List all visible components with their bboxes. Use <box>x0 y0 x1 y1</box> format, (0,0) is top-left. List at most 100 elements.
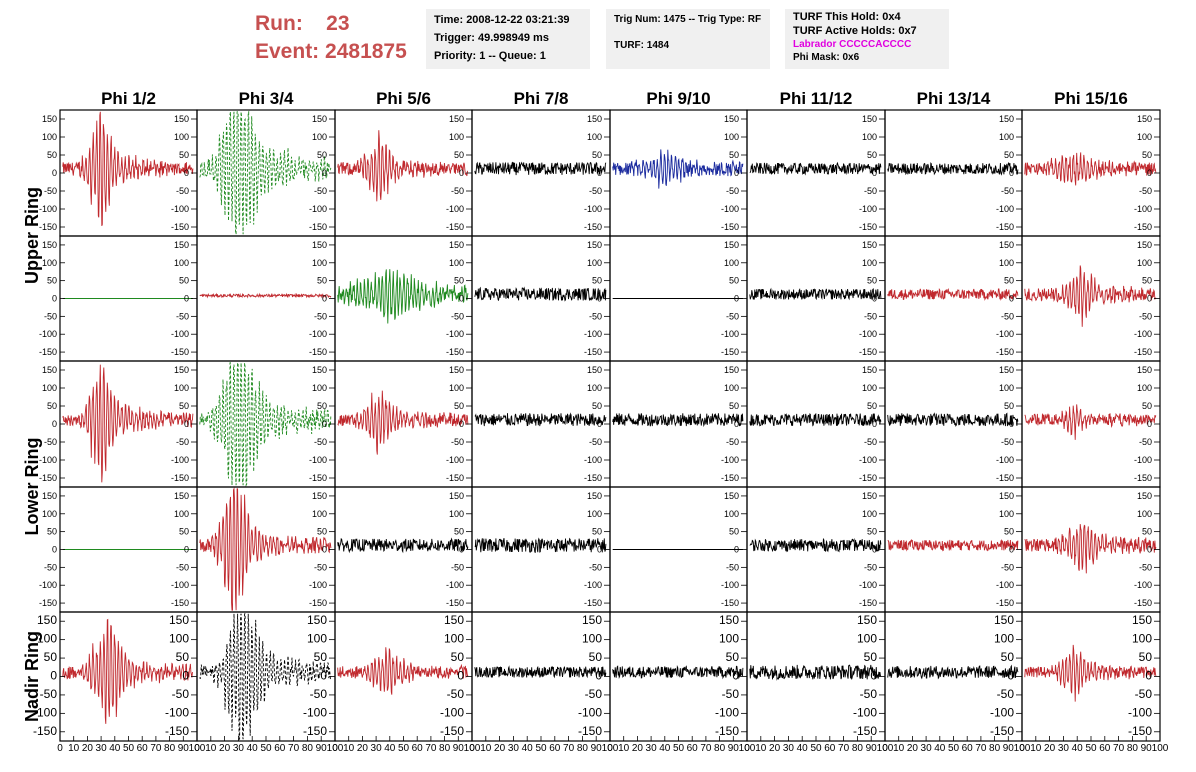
panel-r4-c5-ytick-label: 50 <box>729 527 739 537</box>
panel-r5-c2-xtick-label: 100 <box>327 743 344 754</box>
panel-r5-c4-ytick-label: 50 <box>589 650 603 664</box>
panel-r1-c5-ytick-label: 50 <box>729 150 739 160</box>
panel-r4-c4-ytick-label: -100 <box>584 580 602 590</box>
panel-r2-c7-ytick-label: 50 <box>1004 276 1014 286</box>
panel-r5-c3-xtick-label: 90 <box>453 743 465 754</box>
panel-r5-c4-xtick-label: 80 <box>577 743 589 754</box>
panel-r5-c4-ytick-label: -50 <box>585 687 603 701</box>
panel-r5-c4-xtick-label: 40 <box>522 743 534 754</box>
panel-r1-c1-ytick-label-left: 0 <box>52 168 57 178</box>
column-header-5: Phi 9/10 <box>646 89 710 108</box>
panel-r4-c5-ytick-label: -100 <box>721 580 739 590</box>
panel-r5-c8-ytick-label: -150 <box>1128 724 1152 738</box>
panel-r5-c8-xtick-label: 20 <box>1044 743 1056 754</box>
panel-r3-c8-ytick-label: 50 <box>1142 401 1152 411</box>
panel-r5-c2-xtick-label: 30 <box>233 743 245 754</box>
panel-r1-c5-ytick-label: -50 <box>726 186 739 196</box>
panel-r5-c1-xtick-label: 10 <box>68 743 80 754</box>
panel-r3-c8-ytick-label: -150 <box>1134 473 1152 483</box>
panel-r5-c4-xtick-label: 30 <box>508 743 520 754</box>
panel-r4-c6-ytick-label: -50 <box>864 562 877 572</box>
panel-r3-c6-ytick-label: 0 <box>872 419 877 429</box>
panel-r2-c6-ytick-label: -50 <box>864 311 877 321</box>
panel-r1-c7-ytick-label: 100 <box>999 132 1014 142</box>
panel-r3-c7-ytick-label: -50 <box>1001 437 1014 447</box>
panel-r1-c5-ytick-label: -100 <box>721 204 739 214</box>
run-value: 23 <box>326 12 350 35</box>
panel-r5-c6-xtick-label: 10 <box>755 743 767 754</box>
panel-r4-c1-ytick-label: 0 <box>184 545 189 555</box>
panel-r2-c8-ytick-label: -150 <box>1134 347 1152 357</box>
panel-r5-c3-xtick-label: 100 <box>464 743 481 754</box>
panel-r2-c4-ytick-label: -50 <box>589 311 602 321</box>
panel-r5-c2-ytick-label: -100 <box>303 705 327 719</box>
panel-r5-c2-ytick-label: 150 <box>307 613 327 627</box>
panel-r1-c4-ytick-label: -150 <box>584 222 602 232</box>
panel-r5-c1-ytick-label: 100 <box>169 632 189 646</box>
panel-r3-c5-ytick-label: 150 <box>724 365 739 375</box>
panel-r4-c3-ytick-label: -50 <box>451 562 464 572</box>
panel-r4-c2-ytick-label: -100 <box>309 580 327 590</box>
panel-r5-c4-ytick-label: 150 <box>582 613 602 627</box>
panel-r1-c3-ytick-label: 0 <box>459 168 464 178</box>
panel-r3-c2-waveform <box>199 362 332 487</box>
panel-r5-c1-ytick-label-left: -50 <box>40 687 58 701</box>
panel-r5-c3-xtick-label: 50 <box>398 743 410 754</box>
panel-r2-c1-ytick-label-left: 100 <box>42 258 57 268</box>
panel-r5-c8-ytick-label: -100 <box>1128 705 1152 719</box>
panel-r1-c7-ytick-label: -100 <box>996 204 1014 214</box>
panel-r4-c8-ytick-label: 100 <box>1137 509 1152 519</box>
panel-r2-c8-frame <box>1021 235 1161 362</box>
panel-r5-c6-xtick-label: 40 <box>797 743 809 754</box>
panel-r3-c5-ytick-label: -100 <box>721 455 739 465</box>
panel-r5-c4-xtick-label: 90 <box>591 743 603 754</box>
panel-r5-c2-ytick-label: -50 <box>310 687 328 701</box>
panel-r4-c7-ytick-label: -150 <box>996 598 1014 608</box>
panel-r4-c7-waveform <box>887 538 1019 552</box>
panel-r4-c4-ytick-label: 0 <box>597 545 602 555</box>
panel-r1-c1-ytick-label: 150 <box>174 114 189 124</box>
panel-r2-c7-ytick-label: 0 <box>1009 294 1014 304</box>
panel-r5-c8-xtick-label: 0 <box>1019 743 1025 754</box>
panel-r5-c4-xtick-label: 60 <box>549 743 561 754</box>
panel-r4-c2-ytick-label: -50 <box>314 562 327 572</box>
panel-r1-c1-ytick-label: -50 <box>176 186 189 196</box>
panel-r3-c4-waveform <box>474 412 607 427</box>
panel-r3-c8-frame <box>1021 360 1161 488</box>
panel-r5-c8-xtick-label: 80 <box>1127 743 1139 754</box>
panel-r1-c7-ytick-label: -50 <box>1001 186 1014 196</box>
panel-r4-c7-ytick-label: 0 <box>1009 545 1014 555</box>
panel-r1-c6-ytick-label: -150 <box>859 222 877 232</box>
panel-r4-c8-ytick-label: -100 <box>1134 580 1152 590</box>
panel-r2-c4-ytick-label: 50 <box>592 276 602 286</box>
panel-r4-c2-ytick-label: 50 <box>317 527 327 537</box>
panel-r5-c5-waveform <box>612 664 744 680</box>
panel-r2-c3-ytick-label: -50 <box>451 311 464 321</box>
panel-r5-c8-xtick-label: 50 <box>1085 743 1097 754</box>
panel-r4-c7-ytick-label: 100 <box>999 509 1014 519</box>
panel-r2-c3-ytick-label: -100 <box>446 329 464 339</box>
panel-r2-c8-ytick-label: 0 <box>1147 294 1152 304</box>
panel-r5-c2-waveform <box>199 613 332 740</box>
panel-r1-c2-ytick-label: 100 <box>312 132 327 142</box>
panel-r5-c5-xtick-label: 70 <box>700 743 712 754</box>
panel-r5-c5-ytick-label: -150 <box>715 724 739 738</box>
panel-r2-c3-ytick-label: 0 <box>459 294 464 304</box>
panel-r2-c1-ytick-label-left: -50 <box>44 311 57 321</box>
panel-r3-c1-ytick-label: 100 <box>174 383 189 393</box>
time-text: Time: 2008-12-22 03:21:39 <box>434 14 570 26</box>
panel-r5-c1-xtick-label: 40 <box>109 743 121 754</box>
panel-r4-c6-ytick-label: 150 <box>862 491 877 501</box>
panel-r3-c2-ytick-label: 50 <box>317 401 327 411</box>
panel-r3-c3-waveform <box>337 390 469 455</box>
panel-r4-c4-ytick-label: -150 <box>584 598 602 608</box>
column-header-8: Phi 15/16 <box>1054 89 1128 108</box>
panel-r4-c6-ytick-label: 0 <box>872 545 877 555</box>
panel-r2-c2-ytick-label: -50 <box>314 311 327 321</box>
panel-r5-c5-ytick-label: 100 <box>719 632 739 646</box>
panel-r4-c3-ytick-label: 100 <box>449 509 464 519</box>
panel-r5-c8-ytick-label: 50 <box>1139 650 1153 664</box>
labrador-text: Labrador CCCCCACCCC <box>793 39 912 50</box>
panel-r5-c1-xtick-label: 30 <box>96 743 108 754</box>
panel-r3-c7-waveform <box>887 412 1019 427</box>
